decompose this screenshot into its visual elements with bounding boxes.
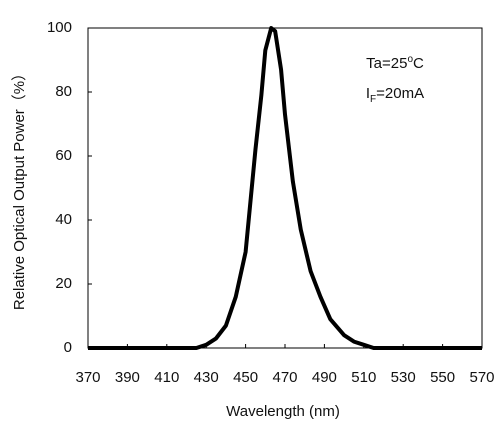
y-tick-label: 20	[55, 275, 72, 292]
x-tick-label: 550	[430, 369, 455, 386]
x-tick-label: 410	[154, 369, 179, 386]
x-tick-label: 530	[391, 369, 416, 386]
annotation-text: I	[366, 85, 370, 102]
y-tick-label: 0	[64, 339, 72, 356]
x-tick-label: 510	[351, 369, 376, 386]
x-tick-label: 570	[469, 369, 494, 386]
annotation: Ta=25oC	[366, 54, 424, 72]
x-tick-label: 470	[272, 369, 297, 386]
y-tick-label: 100	[47, 19, 72, 36]
x-tick-label: 370	[75, 369, 100, 386]
y-axis-label: Relative Optical Output Power（%）	[11, 66, 28, 310]
x-tick-label: 490	[312, 369, 337, 386]
annotation-sup: o	[407, 54, 413, 65]
data-line	[88, 26, 482, 350]
annotation-sub: F	[370, 94, 376, 105]
x-tick-label: 450	[233, 369, 258, 386]
y-tick-label: 60	[55, 147, 72, 164]
y-tick-label: 40	[55, 211, 72, 228]
plot-frame	[87, 27, 483, 349]
annotation-text: C	[413, 55, 424, 72]
x-tick-label: 430	[194, 369, 219, 386]
x-axis-label: Wavelength (nm)	[226, 403, 340, 420]
annotation: IF=20mA	[366, 85, 424, 105]
annotation-text: =20mA	[376, 85, 424, 102]
annotation-text: Ta=25	[366, 55, 407, 72]
y-tick-label: 80	[55, 83, 72, 100]
x-tick-label: 390	[115, 369, 140, 386]
